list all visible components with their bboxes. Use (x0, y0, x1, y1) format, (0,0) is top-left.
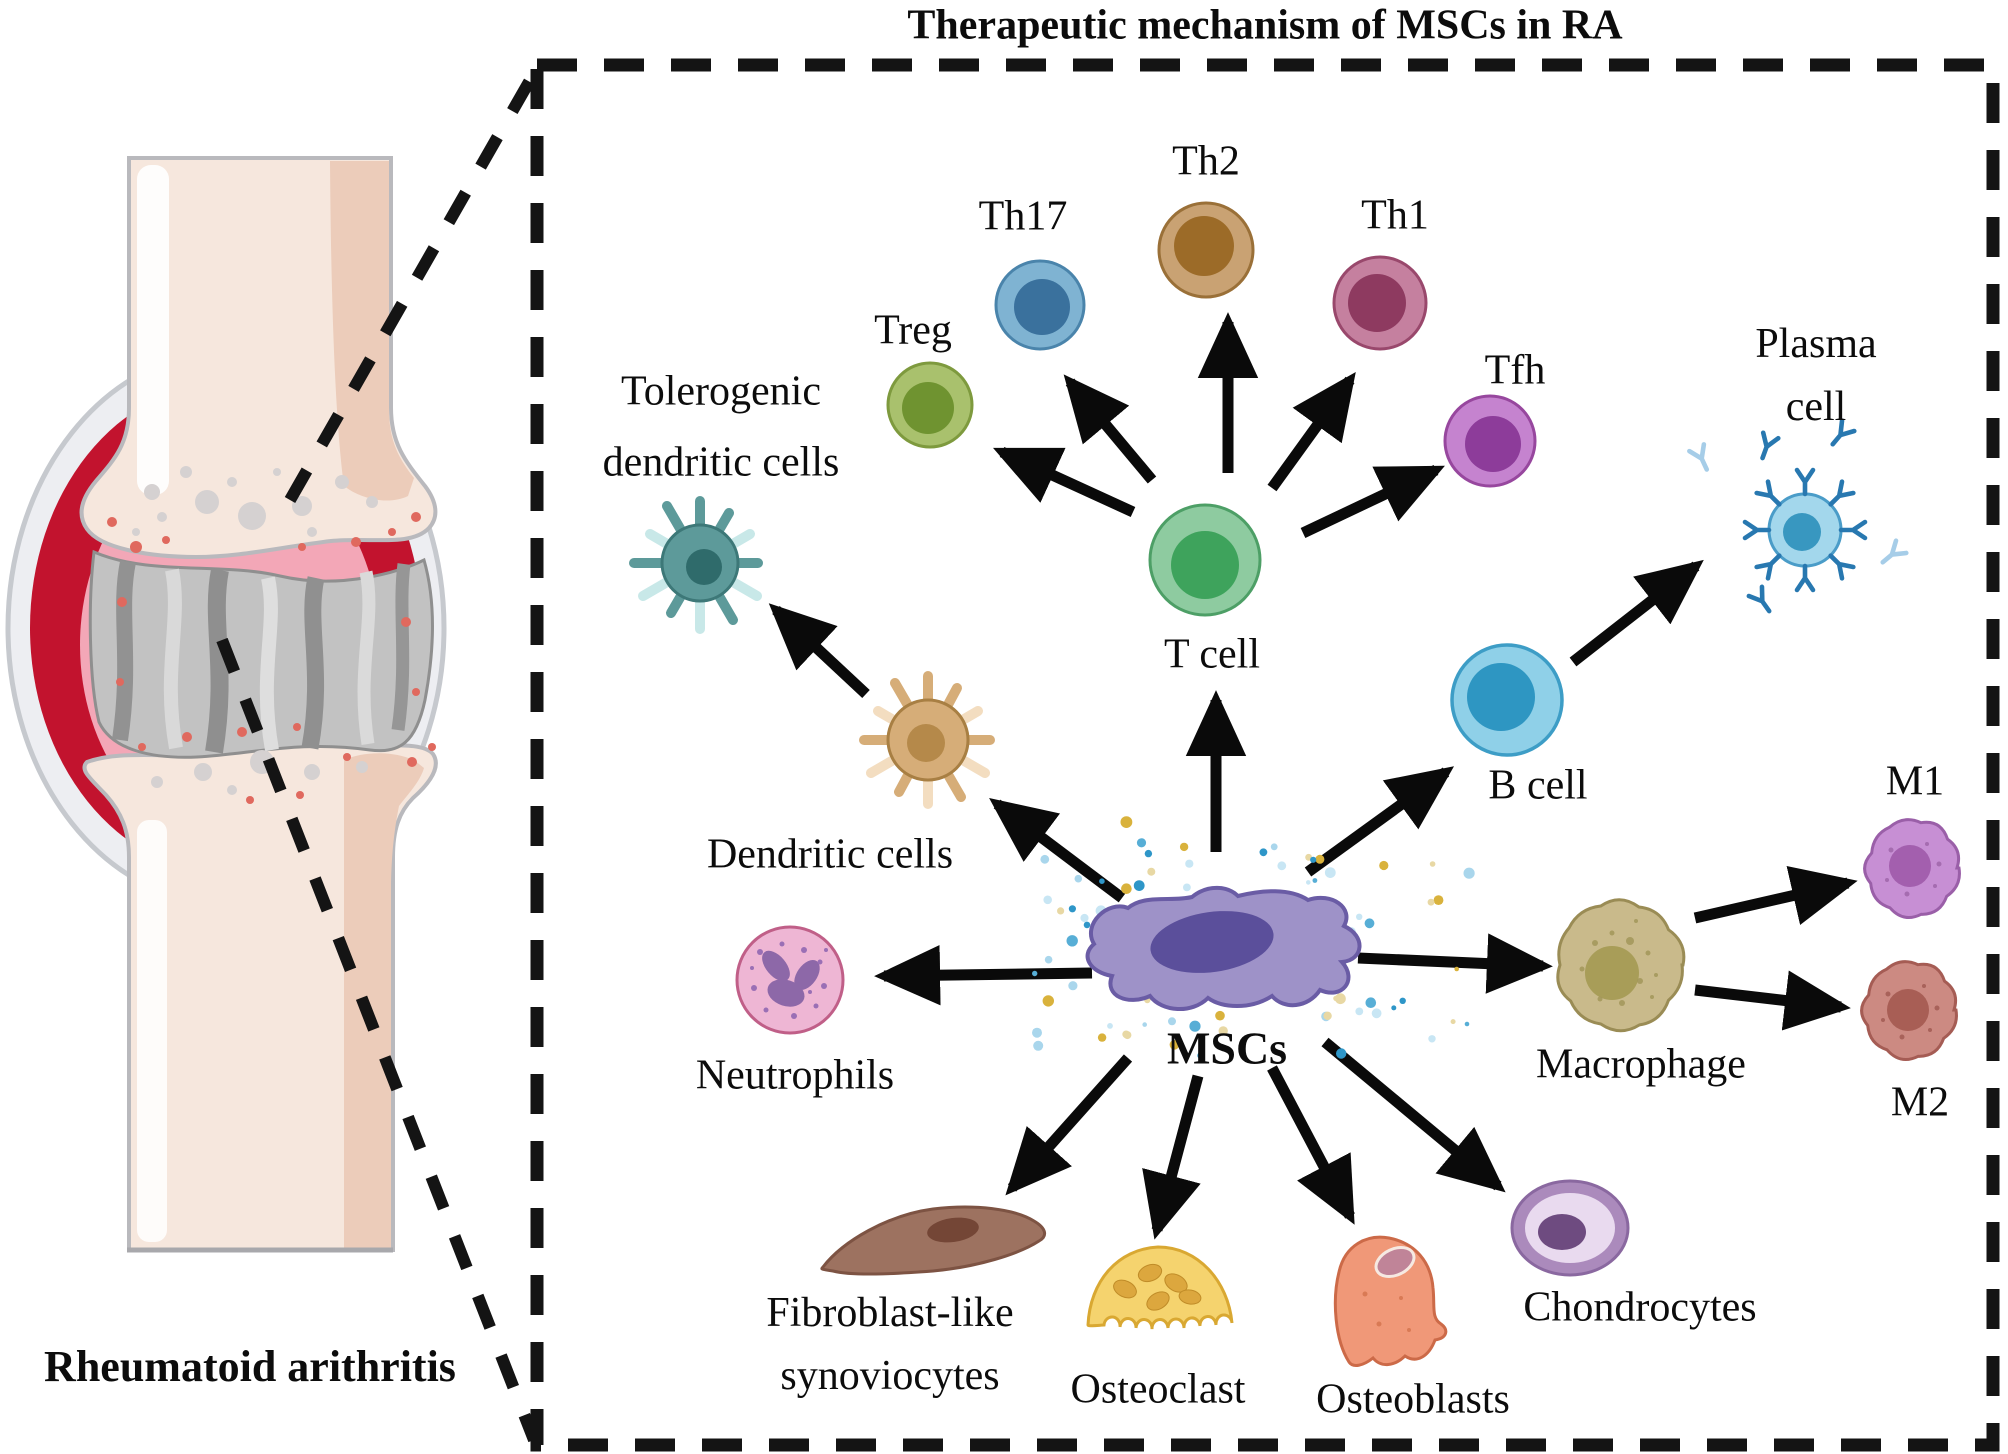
damaged-cartilage (88, 549, 434, 759)
label-treg: Treg (874, 307, 952, 354)
b-cell-icon (1450, 643, 1564, 757)
arrow-mscs-to-dendritic (989, 798, 1126, 903)
arrow-mscs-to-fibroblast (1005, 1054, 1133, 1196)
t-cell-icon (1148, 503, 1262, 617)
arrow-tcell-to-treg (992, 446, 1136, 518)
label-t-cell: T cell (1163, 631, 1261, 678)
label-chondrocytes: Chondrocytes (1523, 1284, 1757, 1331)
arrow-mscs-to-macrophage (1357, 933, 1553, 994)
treg-cell-icon (886, 361, 974, 449)
zoom-dashed-line-top (284, 65, 543, 503)
label-dendritic-cells: Dendritic cells (706, 831, 954, 878)
mscs-cell-icon (1085, 885, 1362, 1012)
label-macrophage: Macrophage (1536, 1041, 1746, 1088)
arrow-mscs-to-osteoclast (1142, 1074, 1204, 1240)
label-fibroblast-like-synoviocytes: Fibroblast-like synoviocytes (766, 1290, 1014, 1399)
m1-macrophage-icon (1863, 818, 1961, 920)
th2-cell-icon (1157, 201, 1255, 299)
arrow-macrophage-to-m2 (1694, 970, 1851, 1031)
bone-erosion-speckles (132, 466, 378, 795)
arrow-bcell-to-plasma (1569, 559, 1704, 667)
label-b-cell: B cell (1488, 762, 1588, 809)
label-m1: M1 (1885, 758, 1945, 805)
label-mscs: MSCs (1166, 1022, 1288, 1074)
upper-bone (79, 156, 438, 560)
arrow-tcell-to-th17 (1063, 374, 1157, 484)
arrow-mscs-to-neutrophils (874, 944, 1093, 1006)
label-osteoblasts: Osteoblasts (1316, 1376, 1510, 1423)
tolerogenic-dendritic-cell-icon (629, 496, 763, 634)
arrows (768, 312, 1858, 1240)
arrow-dendritic-to-tolerogenic (768, 603, 870, 699)
label-m2: M2 (1890, 1079, 1950, 1126)
label-osteoclast: Osteoclast (1070, 1366, 1246, 1413)
arrow-tcell-to-tfh (1300, 465, 1445, 538)
arrow-macrophage-to-m1 (1693, 866, 1858, 925)
label-rheumatoid-arthritis: Rheumatoid arithritis (44, 1342, 456, 1391)
zoom-dashed-line-bottom (216, 637, 540, 1443)
th17-cell-icon (994, 259, 1086, 351)
mechanism-box-border (530, 58, 2000, 1452)
label-tfh: Tfh (1484, 347, 1546, 394)
m2-macrophage-icon (1860, 960, 1958, 1062)
plasma-cell-icon (1689, 421, 1906, 616)
label-plasma-cell: Plasma cell (1755, 321, 1877, 430)
label-tolerogenic-dendritic-cells: Tolerogenic dendritic cells (602, 368, 840, 486)
osteoblast-icon (1333, 1235, 1448, 1367)
arrow-mscs-to-osteoblast (1267, 1065, 1355, 1225)
mscs-secretome-dots (1032, 816, 1475, 1059)
osteoclast-icon (1086, 1245, 1234, 1330)
arrow-tcell-to-th1 (1267, 371, 1356, 492)
label-th2: Th2 (1172, 138, 1240, 185)
dendritic-cell-icon (859, 671, 995, 809)
lower-bone (82, 741, 438, 1253)
arrow-mscs-to-bcell (1304, 766, 1455, 877)
label-th1: Th1 (1361, 192, 1429, 239)
label-neutrophils: Neutrophils (695, 1052, 895, 1099)
arrow-mscs-to-chondrocytes (1321, 1037, 1506, 1193)
fibroblast-like-synoviocyte-icon (820, 1205, 1047, 1276)
label-th17: Th17 (978, 193, 1068, 240)
inflammation-dots (107, 512, 436, 804)
figure-title: Therapeutic mechanism of MSCs in RA (907, 2, 1623, 49)
th1-cell-icon (1332, 255, 1428, 351)
tfh-cell-icon (1443, 394, 1537, 488)
chondrocyte-icon (1510, 1179, 1630, 1277)
joint-illustration (5, 156, 447, 1253)
neutrophil-icon (735, 925, 845, 1035)
macrophage-icon (1556, 898, 1686, 1033)
